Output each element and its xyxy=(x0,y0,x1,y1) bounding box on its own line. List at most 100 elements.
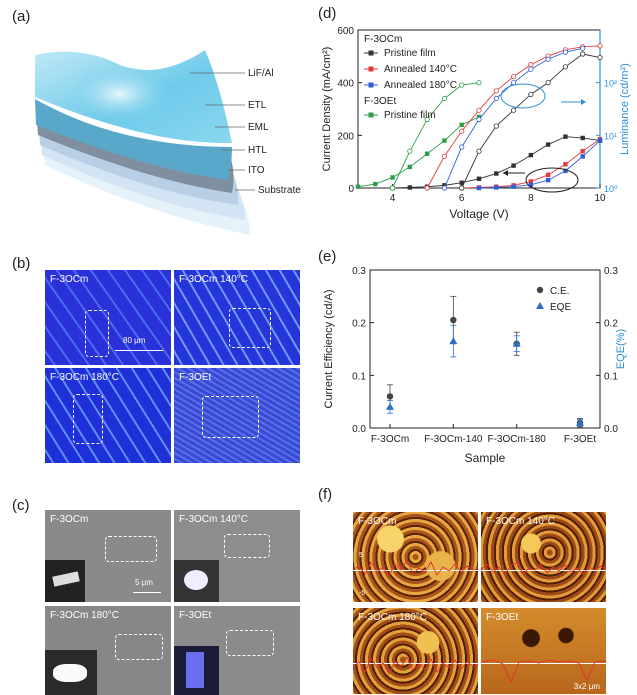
luminance-point xyxy=(441,95,448,102)
y-tick-label: 0 xyxy=(348,184,354,195)
ce-point xyxy=(386,393,394,400)
luminance-point xyxy=(510,74,517,80)
afm-label-f3ocm-140: F-3OCm 140°C xyxy=(486,516,556,527)
roi-box xyxy=(105,536,157,562)
pom-label-f3ocm: F-3OCm xyxy=(50,274,89,285)
y2-tick-label: 10² xyxy=(604,79,617,89)
y-tick-label: 0.3 xyxy=(352,266,366,277)
luminance-point xyxy=(459,144,465,150)
panel-e-label: (e) xyxy=(318,248,337,265)
current-point xyxy=(580,154,585,159)
legend-item-label: Pristine film xyxy=(384,110,436,121)
roi-box xyxy=(224,534,270,558)
x-tick-label: 8 xyxy=(528,193,534,204)
luminance-point xyxy=(493,95,499,102)
luminance-point xyxy=(459,82,465,88)
sem-image-f3ocm-140: F-3OCm 140°C xyxy=(174,510,300,602)
current-point xyxy=(459,180,464,185)
photo-inset xyxy=(45,560,85,602)
luminance-point xyxy=(597,43,603,49)
scale-bar-label: 5 μm xyxy=(135,578,153,587)
current-point xyxy=(476,176,482,181)
luminance-arrowhead xyxy=(581,99,586,105)
legend-group-label: F-3OEt xyxy=(364,96,396,107)
luminance-point xyxy=(459,185,465,191)
legend-swatch-ce xyxy=(536,286,544,294)
x-tick-label: F-3OEt xyxy=(564,434,596,445)
layer-label-eml: EML xyxy=(248,122,269,133)
x-tick-label: F-3OCm-180 xyxy=(487,434,546,445)
y2-tick-label: 10¹ xyxy=(604,131,617,141)
profile-baseline xyxy=(481,570,606,571)
legend-item-label: Annealed 180°C xyxy=(384,80,457,91)
y2-tick-label: 0.2 xyxy=(604,319,618,330)
luminance-point xyxy=(580,51,586,57)
afm-image-f3ocm: F-3OCm 5 -5 xyxy=(353,512,478,602)
current-point xyxy=(528,182,534,188)
luminance-point xyxy=(459,128,465,134)
pom-label-f3oet: F-3OEt xyxy=(179,372,212,383)
legend-swatch-marker xyxy=(368,50,374,56)
roi-box xyxy=(229,308,271,348)
current-point xyxy=(545,172,551,178)
current-point xyxy=(373,181,378,187)
luminance-line xyxy=(461,53,601,189)
y-tick-label: 0.2 xyxy=(352,319,366,330)
current-line xyxy=(478,140,601,189)
afm-image-f3ocm-180: F-3OCm 180°C xyxy=(353,608,478,694)
layer-label-lif-al: LiF/Al xyxy=(248,68,274,79)
layer-label-substrate: Substrate xyxy=(258,185,301,196)
current-point xyxy=(442,183,447,188)
photo-inset xyxy=(174,560,219,602)
sem-label-f3ocm-140: F-3OCm 140°C xyxy=(179,514,249,525)
profile-tick-top: 5 xyxy=(359,552,363,559)
layer-label-htl: HTL xyxy=(248,145,267,156)
y2-tick-label: 0.0 xyxy=(604,424,618,435)
panel-a-label: (a) xyxy=(12,8,31,25)
legend-item-label: EQE xyxy=(550,302,571,313)
legend-group-label: F-3OCm xyxy=(364,34,402,45)
y-axis-label: Current Density (mA/cm²) xyxy=(321,47,333,172)
legend-swatch-marker xyxy=(368,112,374,118)
luminance-point xyxy=(441,185,448,191)
luminance-point xyxy=(476,107,482,113)
current-group-ellipse xyxy=(525,167,579,193)
y-tick-label: 400 xyxy=(337,79,354,90)
current-line xyxy=(357,116,480,188)
y-tick-label: 600 xyxy=(337,26,354,37)
roi-box xyxy=(73,394,103,444)
y-tick-label: 0.1 xyxy=(352,371,366,382)
current-point xyxy=(511,163,516,168)
current-point xyxy=(528,179,534,184)
luminance-point xyxy=(424,185,430,191)
luminance-point xyxy=(562,49,569,55)
current-point xyxy=(407,185,413,190)
luminance-point xyxy=(389,185,396,191)
current-point xyxy=(597,138,603,143)
current-point xyxy=(424,151,430,156)
current-point xyxy=(528,152,534,158)
luminance-point xyxy=(493,123,499,129)
current-point xyxy=(476,185,482,191)
legend-swatch-eqe xyxy=(536,302,544,309)
eqe-point xyxy=(576,418,584,426)
luminance-point xyxy=(545,80,551,86)
current-point xyxy=(545,177,551,183)
profile-baseline xyxy=(353,663,478,664)
pom-image-f3ocm-140: F-3OCm 140°C xyxy=(174,270,300,365)
pom-label-f3ocm-180: F-3OCm 180°C xyxy=(50,372,120,383)
eqe-point xyxy=(449,337,458,345)
legend-item-label: Annealed 140°C xyxy=(384,64,457,75)
luminance-point xyxy=(510,80,517,86)
current-point xyxy=(355,184,361,189)
y2-axis-label: EQE(%) xyxy=(615,329,627,369)
x-axis-label: Sample xyxy=(465,451,506,465)
roi-box xyxy=(202,396,259,438)
sem-label-f3ocm: F-3OCm xyxy=(50,514,89,525)
luminance-point xyxy=(476,80,482,86)
pom-image-f3ocm: F-3OCm 80 μm xyxy=(45,270,171,365)
device-structure-diagram: LiF/Al ETL EML HTL ITO Substrate xyxy=(35,50,301,235)
luminance-point xyxy=(476,148,482,154)
afm-label-f3ocm-180: F-3OCm 180°C xyxy=(358,612,428,623)
roi-box xyxy=(226,630,274,656)
